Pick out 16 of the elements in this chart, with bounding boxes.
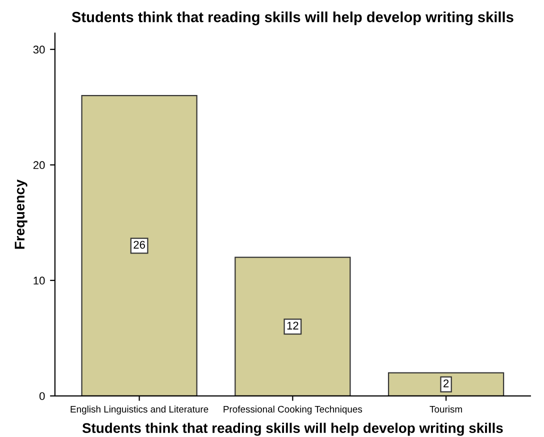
bar (81, 95, 198, 396)
bar (388, 372, 504, 396)
data-label: 12 (287, 322, 298, 330)
y-tick-label: 30 (33, 46, 45, 54)
x-tick-label: Tourism (430, 406, 462, 413)
y-tick-label: 10 (34, 276, 45, 285)
x-tick-label: Professional Cooking Techniques (224, 406, 362, 414)
data-label: 26 (134, 240, 145, 249)
chart-title: Students think that reading skills will help develop writing skills (72, 12, 514, 26)
y-tick-label: 20 (33, 161, 45, 170)
bar (234, 256, 351, 396)
y-tick-label: 0 (39, 392, 45, 400)
data-label: 2 (444, 379, 449, 388)
x-tick-label: English Linguistics and Literature (70, 406, 208, 414)
y-axis-title: Frequency (14, 180, 28, 249)
x-axis-title: Students think that reading skills will help develop writing skills (82, 422, 503, 436)
